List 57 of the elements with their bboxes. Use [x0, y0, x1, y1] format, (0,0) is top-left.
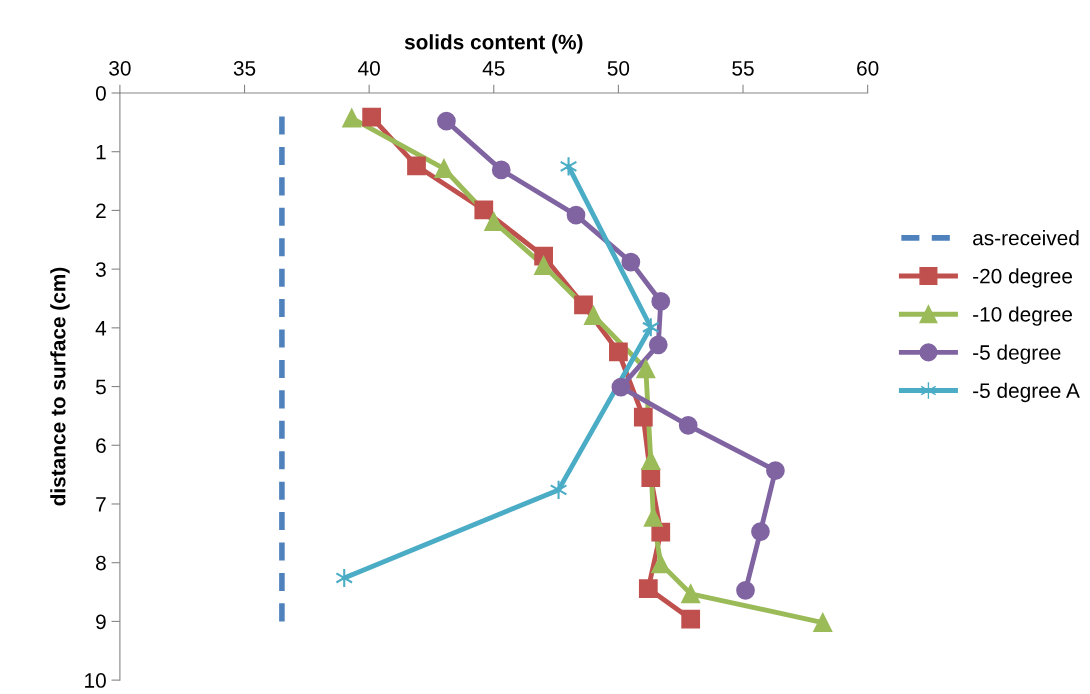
legend-label: -10 degree — [973, 306, 1073, 326]
point — [633, 407, 653, 427]
y-tick-label: 2 — [96, 203, 106, 218]
legend-label: as-received — [973, 230, 1079, 246]
point — [584, 306, 603, 325]
point — [641, 451, 661, 470]
point — [407, 156, 426, 176]
y-tick-label: 6 — [96, 438, 106, 454]
point — [651, 554, 671, 574]
y-tick-label: 0 — [95, 86, 106, 101]
point — [681, 609, 701, 629]
point — [566, 205, 586, 225]
y-tick-label: 5 — [95, 379, 106, 395]
point — [736, 580, 755, 600]
point — [342, 108, 362, 128]
y-tick-label: 7 — [96, 497, 106, 512]
point — [609, 342, 628, 362]
x-axis-title: solids content (%) — [404, 34, 583, 54]
point — [474, 200, 494, 220]
point — [574, 295, 593, 315]
legend-label: -5 degree A — [973, 382, 1080, 403]
point — [643, 508, 663, 527]
point — [766, 461, 785, 480]
y-axis-title: distance to surface (cm) — [50, 267, 70, 506]
point — [651, 292, 671, 311]
x-tick-label: 30 — [109, 60, 131, 76]
y-tick-label: 1 — [96, 144, 106, 160]
point — [362, 107, 382, 127]
point — [491, 160, 511, 180]
point — [559, 156, 578, 177]
x-tick-label: 35 — [233, 60, 256, 76]
point — [678, 415, 698, 435]
point — [636, 359, 656, 379]
legend-label: -20 degree — [973, 268, 1073, 288]
y-tick-label: 10 — [85, 673, 106, 688]
point — [621, 252, 641, 272]
point — [534, 256, 553, 275]
x-tick-label: 40 — [358, 60, 380, 76]
legend-label: -5 degree — [973, 344, 1061, 364]
y-tick-label: 9 — [96, 614, 106, 630]
y-tick-label: 8 — [96, 555, 106, 571]
point — [434, 159, 454, 179]
y-tick-label: 3 — [95, 262, 106, 277]
point — [648, 335, 668, 355]
point — [638, 579, 658, 598]
point — [813, 613, 833, 632]
x-tick-label: 55 — [732, 61, 754, 76]
point — [641, 468, 661, 487]
x-tick-label: 60 — [857, 60, 879, 76]
x-tick-label: 45 — [482, 61, 505, 76]
x-tick-label: 50 — [607, 60, 630, 76]
point — [437, 111, 456, 131]
point — [751, 522, 770, 541]
point — [484, 212, 504, 231]
point — [611, 377, 631, 397]
point — [681, 584, 701, 604]
y-tick-label: 4 — [95, 321, 107, 336]
